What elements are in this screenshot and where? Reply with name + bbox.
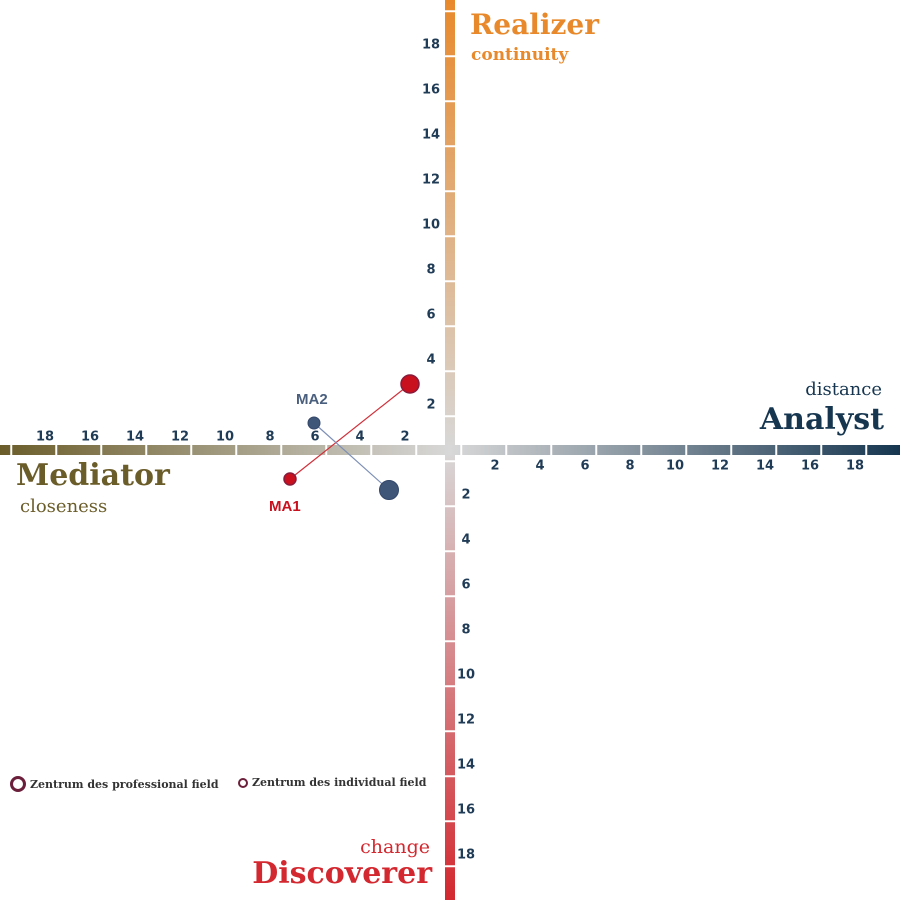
small-ring-icon [238, 777, 248, 788]
tick-label: 18 [35, 429, 55, 445]
ma2-professional-point[interactable] [379, 480, 399, 500]
legend-individual-label: Zentrum des individual field [252, 776, 427, 789]
axis-tick-separators [10, 10, 868, 868]
tick-label: 14 [755, 458, 775, 474]
tick-label: 2 [400, 429, 410, 445]
change-subtitle: change [360, 836, 430, 858]
tick-label: 8 [461, 622, 471, 638]
tick-label: 10 [421, 217, 441, 233]
tick-label: 2 [426, 397, 436, 413]
tick-label: 4 [355, 429, 365, 445]
tick-label: 8 [625, 458, 635, 474]
tick-label: 14 [125, 429, 145, 445]
y-axis-bottom [445, 450, 455, 900]
tick-label: 16 [800, 458, 820, 474]
ma2-individual-point[interactable] [307, 416, 321, 430]
tick-label: 14 [421, 127, 441, 143]
ma1-professional-point[interactable] [400, 374, 420, 394]
continuity-subtitle: continuity [471, 45, 569, 65]
tick-label: 6 [580, 458, 590, 474]
tick-label: 18 [456, 847, 476, 863]
tick-label: 16 [456, 802, 476, 818]
tick-label: 12 [421, 172, 441, 188]
tick-label: 16 [80, 429, 100, 445]
ma2-connector [313, 422, 390, 491]
x-axis-right [450, 445, 900, 455]
ma1-individual-point[interactable] [283, 472, 297, 486]
tick-label: 4 [426, 352, 436, 368]
tick-label: 8 [426, 262, 436, 278]
tick-label: 18 [845, 458, 865, 474]
ma1-connector [289, 383, 411, 480]
tick-label: 4 [461, 532, 471, 548]
tick-label: 6 [461, 577, 471, 593]
tick-label: 6 [310, 429, 320, 445]
tick-label: 14 [456, 757, 476, 773]
tick-label: 6 [426, 307, 436, 323]
tick-label: 10 [215, 429, 235, 445]
closeness-subtitle: closeness [20, 496, 108, 517]
tick-label: 10 [665, 458, 685, 474]
tick-label: 2 [461, 487, 471, 503]
tick-label: 8 [265, 429, 275, 445]
tick-label: 12 [170, 429, 190, 445]
distance-subtitle: distance [805, 379, 882, 400]
tick-label: 12 [710, 458, 730, 474]
legend-individual: Zentrum des individual field [238, 776, 426, 789]
realizer-title: Realizer [470, 8, 599, 41]
discoverer-title: Discoverer [252, 856, 432, 891]
legend-professional: Zentrum des professional field [10, 776, 219, 792]
x-axis-left [0, 445, 450, 455]
y-axis-top [445, 0, 455, 450]
tick-label: 4 [535, 458, 545, 474]
ma1-label: MA1 [269, 498, 301, 515]
tick-label: 16 [421, 82, 441, 98]
ma2-label: MA2 [296, 391, 328, 408]
large-ring-icon [10, 776, 26, 792]
tick-label: 12 [456, 712, 476, 728]
legend-professional-label: Zentrum des professional field [30, 777, 219, 791]
analyst-title: Analyst [759, 402, 884, 437]
tick-label: 18 [421, 37, 441, 53]
mediator-title: Mediator [16, 458, 170, 493]
tick-label: 10 [456, 667, 476, 683]
tick-label: 2 [490, 458, 500, 474]
